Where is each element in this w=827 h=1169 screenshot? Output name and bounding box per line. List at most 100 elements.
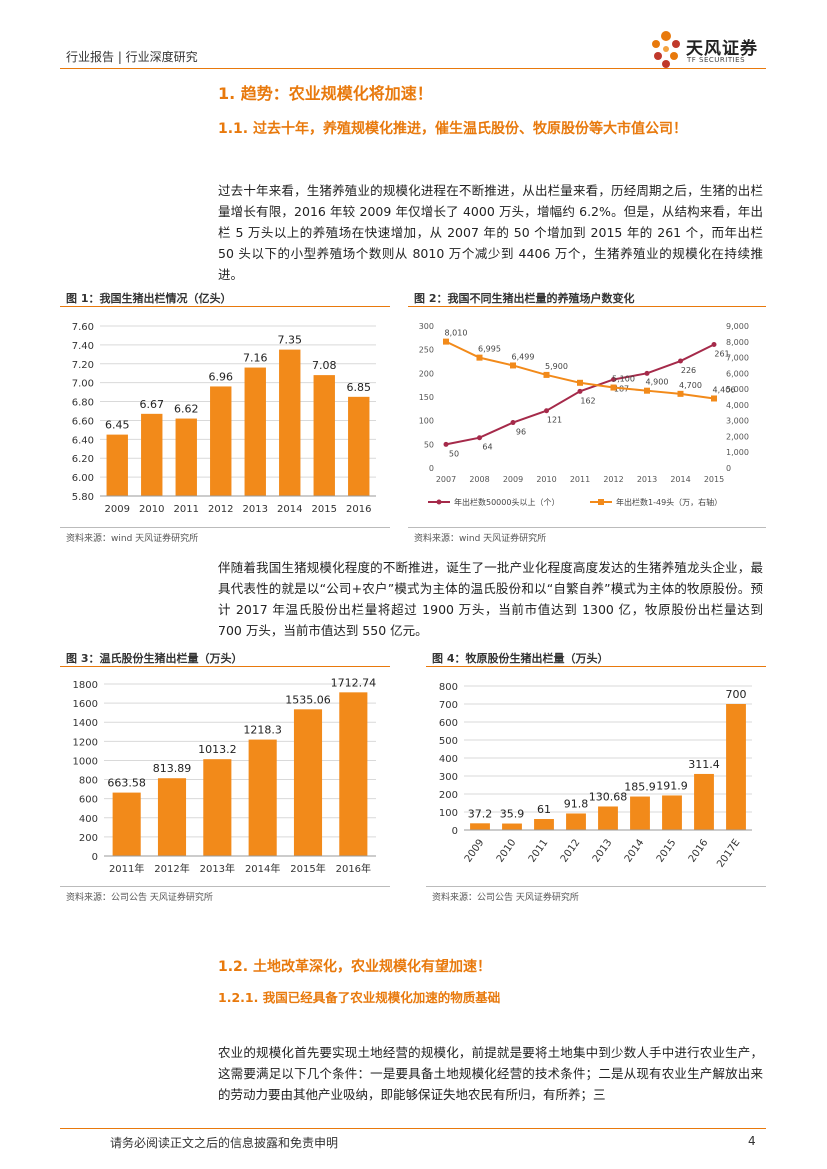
bar-value-label: 6.45: [105, 419, 130, 432]
bar-value-label: 7.16: [243, 352, 268, 365]
paragraph-leaders: 伴随着我国生猪规模化程度的不断推进，诞生了一批产业化程度高度发达的生猪养殖龙头企…: [218, 560, 763, 638]
bar: [726, 704, 746, 830]
data-label: 4,406: [713, 385, 736, 394]
bar-value-label: 191.9: [656, 779, 688, 792]
fig1-title: 图 1：我国生猪出栏情况（亿头）: [66, 292, 232, 305]
series-point: [711, 341, 717, 347]
bar-value-label: 6.67: [140, 398, 165, 411]
bar-value-label: 311.4: [688, 758, 720, 771]
report-type-header: 行业报告 | 行业深度研究: [66, 50, 198, 64]
bar: [348, 396, 370, 496]
y-tick-label: 600: [439, 718, 458, 729]
y-right-tick-label: 5,000: [726, 385, 749, 394]
y-tick-label: 7.20: [72, 360, 94, 371]
y-right-tick-label: 6,000: [726, 369, 749, 378]
bar-value-label: 6.62: [174, 403, 199, 416]
fig4-source-rule: [426, 886, 766, 887]
fig3-chart: 0 200 400 600 800 1000 1200 1400 1600 1800 663.58 2…: [73, 676, 377, 875]
x-tick-label: 2016年: [336, 862, 371, 875]
y-tick-label: 1200: [73, 737, 98, 748]
data-label: 121: [547, 416, 562, 425]
x-tick-label: 2010: [139, 504, 164, 515]
x-tick-label: 2016: [687, 837, 711, 864]
series-point: [677, 390, 684, 397]
bar: [502, 823, 522, 830]
fig3-source-rule: [60, 886, 390, 887]
data-label: 261: [714, 349, 729, 358]
bar-value-label: 813.89: [153, 762, 192, 775]
y-tick-label: 1400: [73, 718, 98, 729]
data-label: 4,900: [646, 378, 669, 387]
y-right-tick-label: 8,000: [726, 338, 749, 347]
series-point: [577, 379, 583, 386]
series-point: [644, 387, 650, 394]
bar-value-label: 663.58: [107, 777, 145, 790]
y-tick-label: 700: [439, 700, 458, 711]
y-tick-label: 400: [79, 814, 98, 825]
fig1-source: 资料来源：wind 天风证券研究所: [66, 534, 199, 544]
tf-logo-icon: [652, 31, 680, 68]
x-tick-label: 2014年: [245, 862, 280, 875]
y-left-tick-label: 300: [419, 322, 434, 331]
section2-title: 1.2. 土地改革深化，农业规模化有望加速！: [218, 959, 491, 975]
bar: [248, 739, 277, 856]
bar: [157, 778, 187, 856]
series-point: [543, 371, 550, 378]
section2-subtitle: 1.2.1. 我国已经具备了农业规模化加速的物质基础: [218, 990, 501, 1005]
x-tick-label: 2017E: [715, 837, 742, 869]
bar: [694, 773, 714, 830]
y-right-tick-label: 2,000: [726, 432, 749, 441]
x-tick-label: 2012: [603, 475, 623, 484]
fig4-chart: 0 100 200 300 400 500 600 700 800 37.2 2009 35.9 201…: [439, 682, 752, 870]
x-tick-label: 2011年: [109, 862, 144, 875]
series-point: [510, 420, 516, 426]
series-point: [610, 384, 617, 391]
y-left-tick-label: 50: [424, 440, 434, 449]
bar-value-label: 1712.74: [331, 676, 377, 689]
legend-swatch-marker: [598, 499, 604, 505]
y-tick-label: 100: [439, 808, 458, 819]
y-right-tick-label: 3,000: [726, 417, 749, 426]
y-tick-label: 200: [79, 833, 98, 844]
bar: [566, 813, 586, 830]
fig2-chart: 0 50 100 150 200 250 300 0 1,000 2,000 3,000 4,000 5…: [419, 322, 749, 507]
bar: [203, 759, 232, 856]
y-tick-label: 7.00: [72, 379, 94, 390]
bar-value-label: 1013.2: [198, 743, 237, 756]
series-point: [443, 441, 449, 447]
fig3-source: 资料来源：公司公告 天风证券研究所: [66, 893, 213, 903]
data-label: 5,100: [612, 375, 635, 384]
fig3-title: 图 3：温氏股份生猪出栏量（万头）: [66, 652, 243, 665]
bar: [112, 792, 141, 856]
x-tick-label: 2012年: [154, 862, 189, 875]
data-label: 5,900: [545, 362, 568, 371]
fig4-title-rule: [426, 666, 766, 667]
y-left-tick-label: 200: [419, 369, 434, 378]
y-tick-label: 800: [439, 682, 458, 693]
y-left-tick-label: 100: [419, 417, 434, 426]
bar: [279, 349, 301, 496]
bar: [313, 375, 335, 496]
x-tick-label: 2013: [637, 475, 657, 484]
bar-value-label: 61: [537, 803, 551, 816]
x-tick-label: 2015: [312, 504, 337, 515]
bar: [534, 819, 554, 830]
bar-value-label: 37.2: [468, 807, 493, 820]
x-tick-label: 2009: [105, 504, 130, 515]
bar: [339, 692, 368, 856]
y-tick-label: 6.80: [72, 398, 94, 409]
x-tick-label: 2012: [559, 837, 583, 864]
footer-divider: [60, 1128, 766, 1129]
data-label: 50: [449, 449, 459, 458]
bar-value-label: 700: [726, 688, 747, 701]
x-tick-label: 2007: [436, 475, 456, 484]
y-tick-label: 7.40: [72, 341, 94, 352]
header-divider: [60, 68, 766, 69]
fig1-title-rule: [60, 306, 390, 307]
y-right-tick-label: 9,000: [726, 322, 749, 331]
series-point: [476, 354, 483, 361]
series-point: [644, 370, 650, 376]
data-label: 8,010: [445, 329, 468, 338]
y-tick-label: 600: [79, 795, 98, 806]
paragraph-land: 农业的规模化首先要实现土地经营的规模化，前提就是要将土地集中到少数人手中进行农业…: [218, 1045, 763, 1102]
